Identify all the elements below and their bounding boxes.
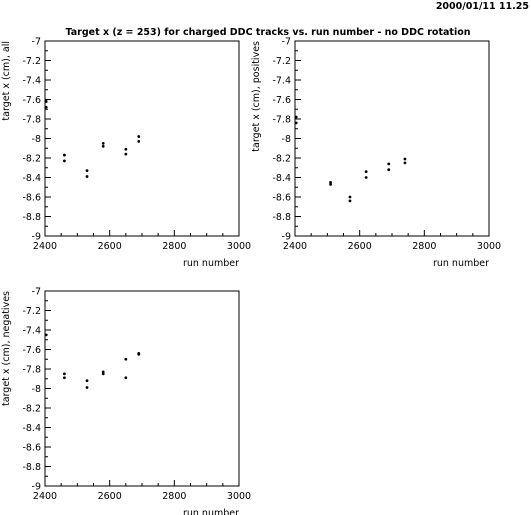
x-axis-label: run number <box>433 258 489 269</box>
x-tick-label: 2600 <box>98 241 122 252</box>
data-point <box>85 175 89 178</box>
x-tick-label: 2800 <box>162 491 186 502</box>
y-tick-label: -8.8 <box>22 212 41 223</box>
y-tick-label: -8.4 <box>22 423 41 434</box>
data-point <box>329 182 332 186</box>
data-point <box>403 157 407 161</box>
y-tick-label: -7.6 <box>22 95 41 106</box>
data-point <box>387 162 391 166</box>
y-tick-label: -9 <box>32 232 41 243</box>
data-point <box>364 170 368 174</box>
x-tick-label: 2400 <box>33 491 57 502</box>
x-tick-label: 2400 <box>283 241 307 252</box>
data-point <box>124 152 128 156</box>
y-tick-label: -8.4 <box>272 173 291 184</box>
data-point <box>101 370 105 374</box>
y-tick-label: -8.6 <box>22 193 41 204</box>
y-tick-label: -7.8 <box>22 115 41 126</box>
y-tick-label: -7 <box>32 37 41 48</box>
y-tick-label: -8 <box>32 384 41 395</box>
data-point <box>387 168 391 172</box>
data-point <box>329 180 332 184</box>
y-tick-label: -7.8 <box>272 115 291 126</box>
plot-panel-3: -7 -7.2 -7.4 -7.6 -7.8 -8 -8.2 -8.4 -8.6 -8.8 -924… <box>1 287 251 515</box>
plot-frame <box>44 40 240 237</box>
data-point <box>101 372 105 376</box>
data-point <box>101 141 105 145</box>
y-tick-label: -9 <box>32 482 41 493</box>
x-tick-label: 3000 <box>227 491 251 502</box>
y-axis-label: target x (cm), positives <box>251 41 262 152</box>
y-tick-label: -7.8 <box>22 365 41 376</box>
y-tick-label: -7.4 <box>272 76 291 87</box>
plot-panel-1: -7 -7.2 -7.4 -7.6 -7.8 -8 -8.2 -8.4 -8.6 -8.8 -924… <box>1 37 251 270</box>
x-axis-label: run number <box>183 258 239 269</box>
y-tick-label: -7.4 <box>22 326 41 337</box>
data-point <box>124 147 128 151</box>
data-point <box>85 379 89 383</box>
data-point <box>403 161 407 165</box>
data-point <box>63 372 66 376</box>
data-point <box>124 357 128 361</box>
data-point <box>44 333 48 337</box>
data-point <box>63 376 66 380</box>
data-point <box>101 144 105 148</box>
y-tick-label: -7.6 <box>272 95 291 106</box>
data-point <box>44 100 48 103</box>
data-point <box>137 135 141 138</box>
y-tick-label: -8.2 <box>22 154 41 165</box>
figure-title: Target x (z = 253) for charged DDC track… <box>66 27 471 38</box>
data-point <box>364 176 368 179</box>
y-tick-label: -8 <box>32 134 41 145</box>
y-tick-label: -8.2 <box>22 404 41 415</box>
x-tick-label: 3000 <box>227 241 251 252</box>
data-point <box>137 140 141 143</box>
plot-frame <box>44 290 240 487</box>
data-point <box>137 352 141 356</box>
data-point <box>85 169 89 173</box>
y-tick-label: -9 <box>282 232 291 243</box>
x-tick-label: 2800 <box>412 241 436 252</box>
y-tick-label: -7.6 <box>22 345 41 356</box>
y-tick-label: -8.6 <box>272 193 291 204</box>
y-tick-label: -8.8 <box>22 462 41 473</box>
x-tick-label: 2400 <box>33 241 57 252</box>
y-tick-label: -7.4 <box>22 76 41 87</box>
data-point <box>348 195 352 199</box>
x-axis-label: run number <box>183 508 239 515</box>
y-tick-label: -7.2 <box>22 306 41 317</box>
x-tick-label: 2800 <box>162 241 186 252</box>
y-tick-label: -8.8 <box>272 212 291 223</box>
y-axis-label: target x (cm), negatives <box>1 291 12 406</box>
y-tick-label: -8.6 <box>22 443 41 454</box>
y-tick-label: -8.4 <box>22 173 41 184</box>
y-tick-label: -7.2 <box>22 56 41 67</box>
y-tick-label: -7 <box>32 287 41 298</box>
data-point <box>85 386 89 389</box>
data-point <box>63 153 66 157</box>
timestamp-label: 2000/01/11 11.25 <box>436 1 529 12</box>
plot-frame <box>294 40 490 237</box>
y-tick-label: -7.2 <box>272 56 291 67</box>
x-tick-label: 2600 <box>348 241 372 252</box>
plot-panels: -7-7.2-7.4-7.6-7.8-8-8.2-8.4-8.6-8.8-924… <box>1 37 501 515</box>
y-tick-label: -8.2 <box>272 154 291 165</box>
x-tick-label: 2600 <box>98 491 122 502</box>
data-point <box>63 159 66 163</box>
plot-panel-2: -7 -7.2 -7.4 -7.6 -7.8 -8 -8.2 -8.4 -8.6 -8.8 -924… <box>251 37 501 270</box>
y-tick-label: -8 <box>282 134 291 145</box>
y-tick-label: -7 <box>282 37 291 48</box>
x-tick-label: 3000 <box>477 241 501 252</box>
data-point <box>294 115 298 119</box>
data-point <box>294 121 298 125</box>
data-point <box>124 376 128 380</box>
data-point <box>44 105 48 109</box>
data-point <box>348 199 352 203</box>
y-axis-label: target x (cm), all <box>1 41 12 121</box>
